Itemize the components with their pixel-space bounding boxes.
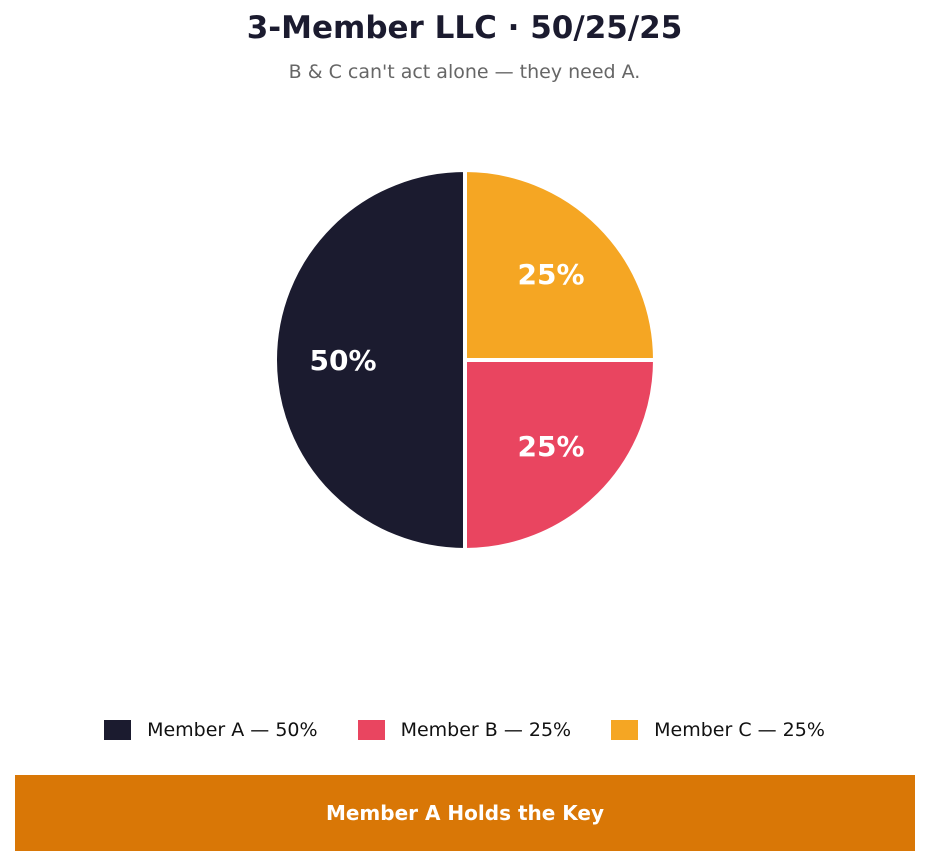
pie-chart: 50% 25% 25% [273, 167, 658, 553]
legend-swatch-a [104, 720, 132, 740]
chart-subtitle: B & C can't act alone — they need A. [288, 61, 641, 83]
slice-member-b [463, 358, 658, 553]
slice-label-a: 50% [309, 344, 376, 377]
legend-item-member-b: Member B — 25% [357, 719, 572, 741]
legend-swatch-b [357, 720, 385, 740]
legend-item-member-c: Member C — 25% [611, 719, 825, 741]
legend-label: Member A — 50% [147, 719, 318, 741]
legend-label: Member B — 25% [400, 719, 572, 741]
banner-text: Member A Holds the Key [325, 801, 605, 825]
slice-label-c: 25% [517, 258, 584, 291]
legend-label: Member C — 25% [654, 719, 825, 741]
legend-swatch-c [611, 720, 639, 740]
key-banner: Member A Holds the Key [15, 775, 915, 851]
legend-item-member-a: Member A — 50% [104, 719, 318, 741]
slice-member-a [273, 167, 467, 553]
legend: Member A — 50% Member B — 25% Member C —… [0, 719, 929, 741]
slice-label-b: 25% [517, 430, 584, 463]
chart-title: 3-Member LLC · 50/25/25 [246, 10, 683, 46]
slice-member-c [463, 167, 658, 362]
